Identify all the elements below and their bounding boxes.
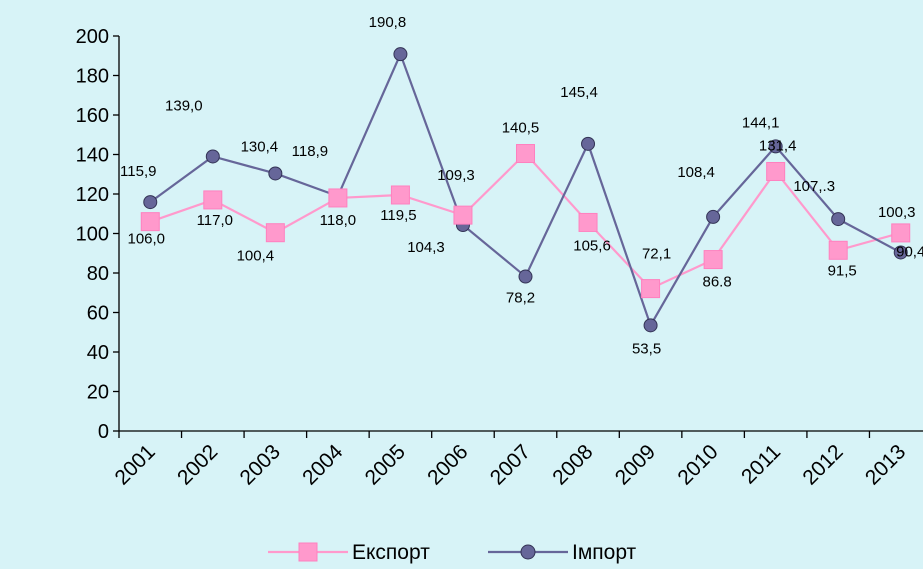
- export-data-label: 131,4: [759, 137, 797, 154]
- x-tick-label: 2007: [486, 440, 535, 489]
- y-tick-label: 80: [87, 263, 109, 285]
- x-tick-label: 2010: [673, 440, 722, 489]
- x-tick-label: 2009: [611, 440, 660, 489]
- export-data-label: 117,0: [197, 212, 233, 229]
- export-point: [203, 190, 223, 210]
- export-point: [891, 223, 911, 243]
- import-data-label: 115,9: [120, 163, 156, 180]
- legend: Експорт Імпорт: [268, 541, 637, 564]
- legend-marker-import: [520, 544, 536, 560]
- y-tick-label: 40: [87, 342, 109, 364]
- x-tick-label: 2011: [737, 440, 785, 488]
- export-data-label: 72,1: [642, 246, 671, 263]
- x-tick-label: 2013: [861, 440, 910, 489]
- export-point: [328, 188, 348, 208]
- import-point: [893, 245, 908, 260]
- x-tick-label: 2002: [173, 440, 222, 489]
- import-point: [581, 136, 596, 151]
- y-tick-label: 160: [76, 105, 109, 127]
- series-markers: [140, 47, 911, 333]
- export-data-label: 91,5: [828, 262, 857, 279]
- import-data-label: 118,9: [292, 143, 328, 160]
- export-point: [828, 240, 848, 260]
- y-tick-label: 0: [98, 421, 109, 443]
- legend-label-import: Імпорт: [572, 541, 637, 564]
- x-tick-label: 2005: [361, 440, 410, 489]
- import-point: [768, 139, 783, 154]
- import-point: [643, 318, 658, 333]
- axes: 0 20 40 60 80 100 120 140 160 180 200 2001 2002 2003 2…: [76, 26, 923, 490]
- x-tick-label: 2012: [798, 440, 847, 489]
- export-point: [453, 205, 473, 225]
- y-tick-label: 140: [76, 145, 109, 167]
- export-data-label: 100,3: [878, 204, 916, 221]
- export-data-label: 86.8: [703, 274, 732, 291]
- series-line-export: [149, 151, 902, 290]
- x-tick-label: 2003: [236, 440, 285, 489]
- export-data-label: 100,4: [237, 248, 275, 265]
- export-data-label: 119,5: [380, 207, 416, 224]
- y-tick-label: 100: [76, 224, 109, 246]
- import-point: [393, 47, 408, 62]
- export-data-label: 118,0: [320, 212, 356, 229]
- import-data-label: 107,.3: [793, 178, 835, 195]
- y-tick-label: 200: [76, 26, 109, 48]
- export-data-label: 140,5: [502, 120, 540, 137]
- import-data-label: 190,8: [369, 14, 407, 31]
- x-tick-label: 2006: [423, 440, 472, 489]
- import-data-label: 144,1: [742, 114, 780, 131]
- y-tick-label: 20: [87, 382, 109, 404]
- export-point: [265, 223, 285, 243]
- import-point: [831, 212, 846, 227]
- import-point: [518, 269, 533, 284]
- data-labels: 106,0 117,0 100,4 118,0 119,5 109,3 140,5 105,6…: [120, 14, 923, 357]
- series-lines: [149, 51, 902, 328]
- x-tick-label: 2004: [298, 440, 348, 490]
- y-tick-label: 180: [76, 66, 109, 88]
- export-point: [703, 250, 723, 270]
- legend-marker-export: [298, 542, 318, 562]
- legend-label-export: Експорт: [352, 541, 430, 564]
- series-line-import: [149, 51, 902, 328]
- export-data-label: 105,6: [573, 237, 611, 254]
- import-data-label: 145,4: [560, 84, 598, 101]
- x-tick-label: 2001: [111, 440, 160, 489]
- import-data-label: 53,5: [632, 340, 661, 357]
- export-point: [516, 144, 535, 164]
- import-data-label: 104,3: [407, 239, 445, 256]
- export-data-label: 106,0: [127, 231, 165, 248]
- export-point: [140, 212, 160, 232]
- export-data-label: 109,3: [437, 167, 475, 184]
- import-data-label: 90,4: [896, 243, 923, 260]
- import-point: [706, 209, 721, 224]
- import-data-label: 78,2: [506, 290, 535, 307]
- export-point: [578, 212, 598, 232]
- import-point: [143, 195, 158, 210]
- export-point: [390, 185, 410, 205]
- y-tick-label: 120: [76, 184, 109, 206]
- x-tick-label: 2008: [548, 440, 597, 489]
- import-point: [268, 166, 283, 181]
- y-tick-label: 60: [87, 303, 109, 325]
- import-data-label: 139,0: [165, 97, 203, 114]
- export-point: [641, 279, 661, 299]
- export-point: [766, 161, 786, 181]
- import-data-label: 108,4: [677, 164, 715, 181]
- import-point: [205, 149, 220, 164]
- import-data-label: 130,4: [241, 138, 279, 155]
